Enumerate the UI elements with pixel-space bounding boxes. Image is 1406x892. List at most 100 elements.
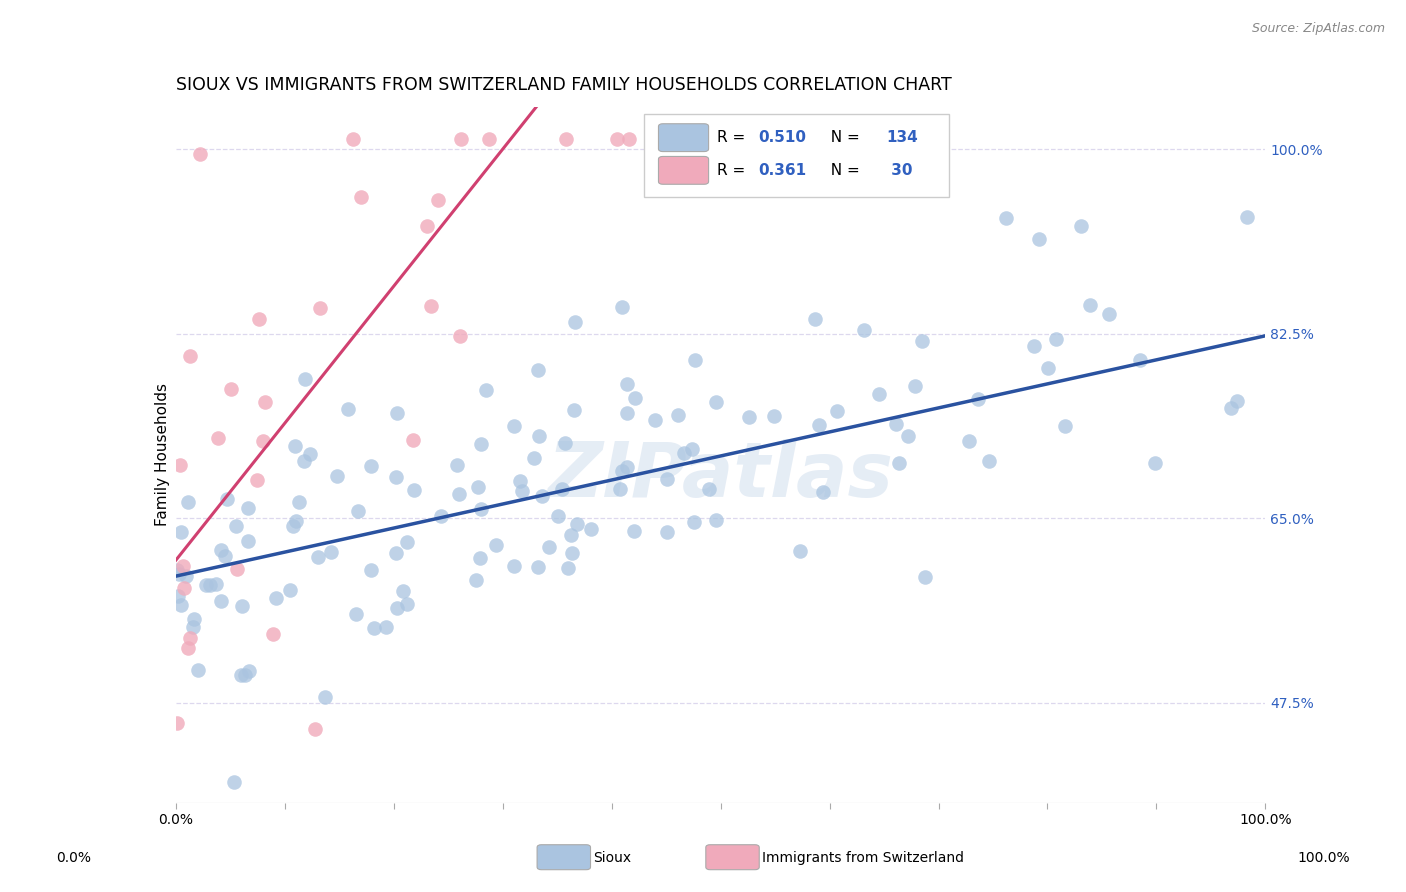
Y-axis label: Family Households: Family Households	[155, 384, 170, 526]
Point	[209, 543, 232, 558]
Point	[910, 334, 932, 349]
Point	[1220, 401, 1243, 415]
Point	[292, 454, 315, 468]
Point	[1022, 339, 1045, 353]
FancyBboxPatch shape	[658, 156, 709, 185]
Point	[644, 413, 666, 427]
Point	[1078, 298, 1101, 312]
Point	[1036, 360, 1059, 375]
Point	[427, 193, 450, 207]
Point	[281, 518, 304, 533]
Point	[897, 429, 920, 443]
Point	[468, 550, 491, 565]
Point	[616, 406, 638, 420]
Point	[551, 482, 574, 496]
Point	[347, 504, 370, 518]
Point	[207, 431, 229, 445]
Point	[1070, 219, 1092, 234]
Point	[606, 131, 628, 145]
Point	[225, 519, 247, 533]
Point	[188, 147, 211, 161]
Point	[219, 382, 242, 396]
Text: R =: R =	[717, 130, 751, 145]
Point	[420, 299, 443, 313]
Point	[527, 363, 550, 377]
Point	[278, 582, 301, 597]
Point	[287, 494, 309, 508]
Point	[547, 508, 569, 523]
Point	[395, 534, 418, 549]
Point	[914, 570, 936, 584]
Point	[567, 516, 589, 531]
Text: N =: N =	[821, 163, 865, 178]
Point	[360, 563, 382, 577]
Point	[529, 429, 551, 443]
Point	[1098, 307, 1121, 321]
Text: 100.0%: 100.0%	[1298, 851, 1350, 865]
Point	[326, 469, 349, 483]
Point	[304, 722, 326, 736]
Point	[704, 395, 727, 409]
Point	[384, 470, 406, 484]
Point	[205, 577, 228, 591]
Point	[763, 409, 786, 423]
Point	[555, 131, 578, 145]
Point	[344, 607, 367, 621]
Point	[561, 546, 583, 560]
Point	[478, 131, 501, 145]
Point	[198, 578, 221, 592]
Point	[238, 665, 260, 679]
Point	[655, 525, 678, 540]
FancyBboxPatch shape	[658, 124, 709, 152]
Point	[247, 312, 270, 326]
Point	[624, 391, 647, 405]
Point	[1226, 394, 1249, 409]
Point	[554, 436, 576, 450]
Point	[966, 392, 988, 407]
Point	[450, 131, 472, 145]
Point	[336, 401, 359, 416]
FancyBboxPatch shape	[644, 114, 949, 197]
Point	[467, 480, 489, 494]
Point	[1144, 456, 1167, 470]
Point	[187, 663, 209, 677]
Point	[253, 395, 276, 409]
Point	[886, 417, 908, 432]
Point	[1045, 332, 1067, 346]
Point	[309, 301, 332, 315]
Point	[266, 591, 288, 606]
Point	[385, 600, 408, 615]
Point	[811, 485, 834, 500]
Point	[233, 668, 256, 682]
Point	[214, 549, 236, 563]
Point	[350, 190, 373, 204]
Point	[195, 578, 218, 592]
Point	[807, 418, 830, 433]
Point	[449, 329, 471, 343]
Point	[666, 408, 689, 422]
Point	[704, 513, 727, 527]
Point	[402, 433, 425, 447]
Point	[827, 404, 849, 418]
Point	[222, 774, 245, 789]
Point	[166, 589, 188, 603]
Point	[172, 559, 194, 574]
Point	[789, 543, 811, 558]
Point	[169, 458, 191, 473]
Point	[523, 450, 546, 465]
FancyBboxPatch shape	[537, 845, 591, 870]
Point	[557, 561, 579, 575]
Point	[392, 584, 415, 599]
Text: 0.0%: 0.0%	[56, 851, 91, 865]
Point	[616, 459, 638, 474]
Point	[173, 582, 195, 596]
Point	[404, 483, 426, 498]
Point	[174, 568, 197, 582]
Point	[617, 131, 640, 145]
Point	[1129, 352, 1152, 367]
Point	[284, 439, 307, 453]
Text: Immigrants from Switzerland: Immigrants from Switzerland	[762, 851, 965, 865]
Text: 0.361: 0.361	[759, 163, 807, 178]
FancyBboxPatch shape	[706, 845, 759, 870]
Point	[623, 524, 645, 538]
